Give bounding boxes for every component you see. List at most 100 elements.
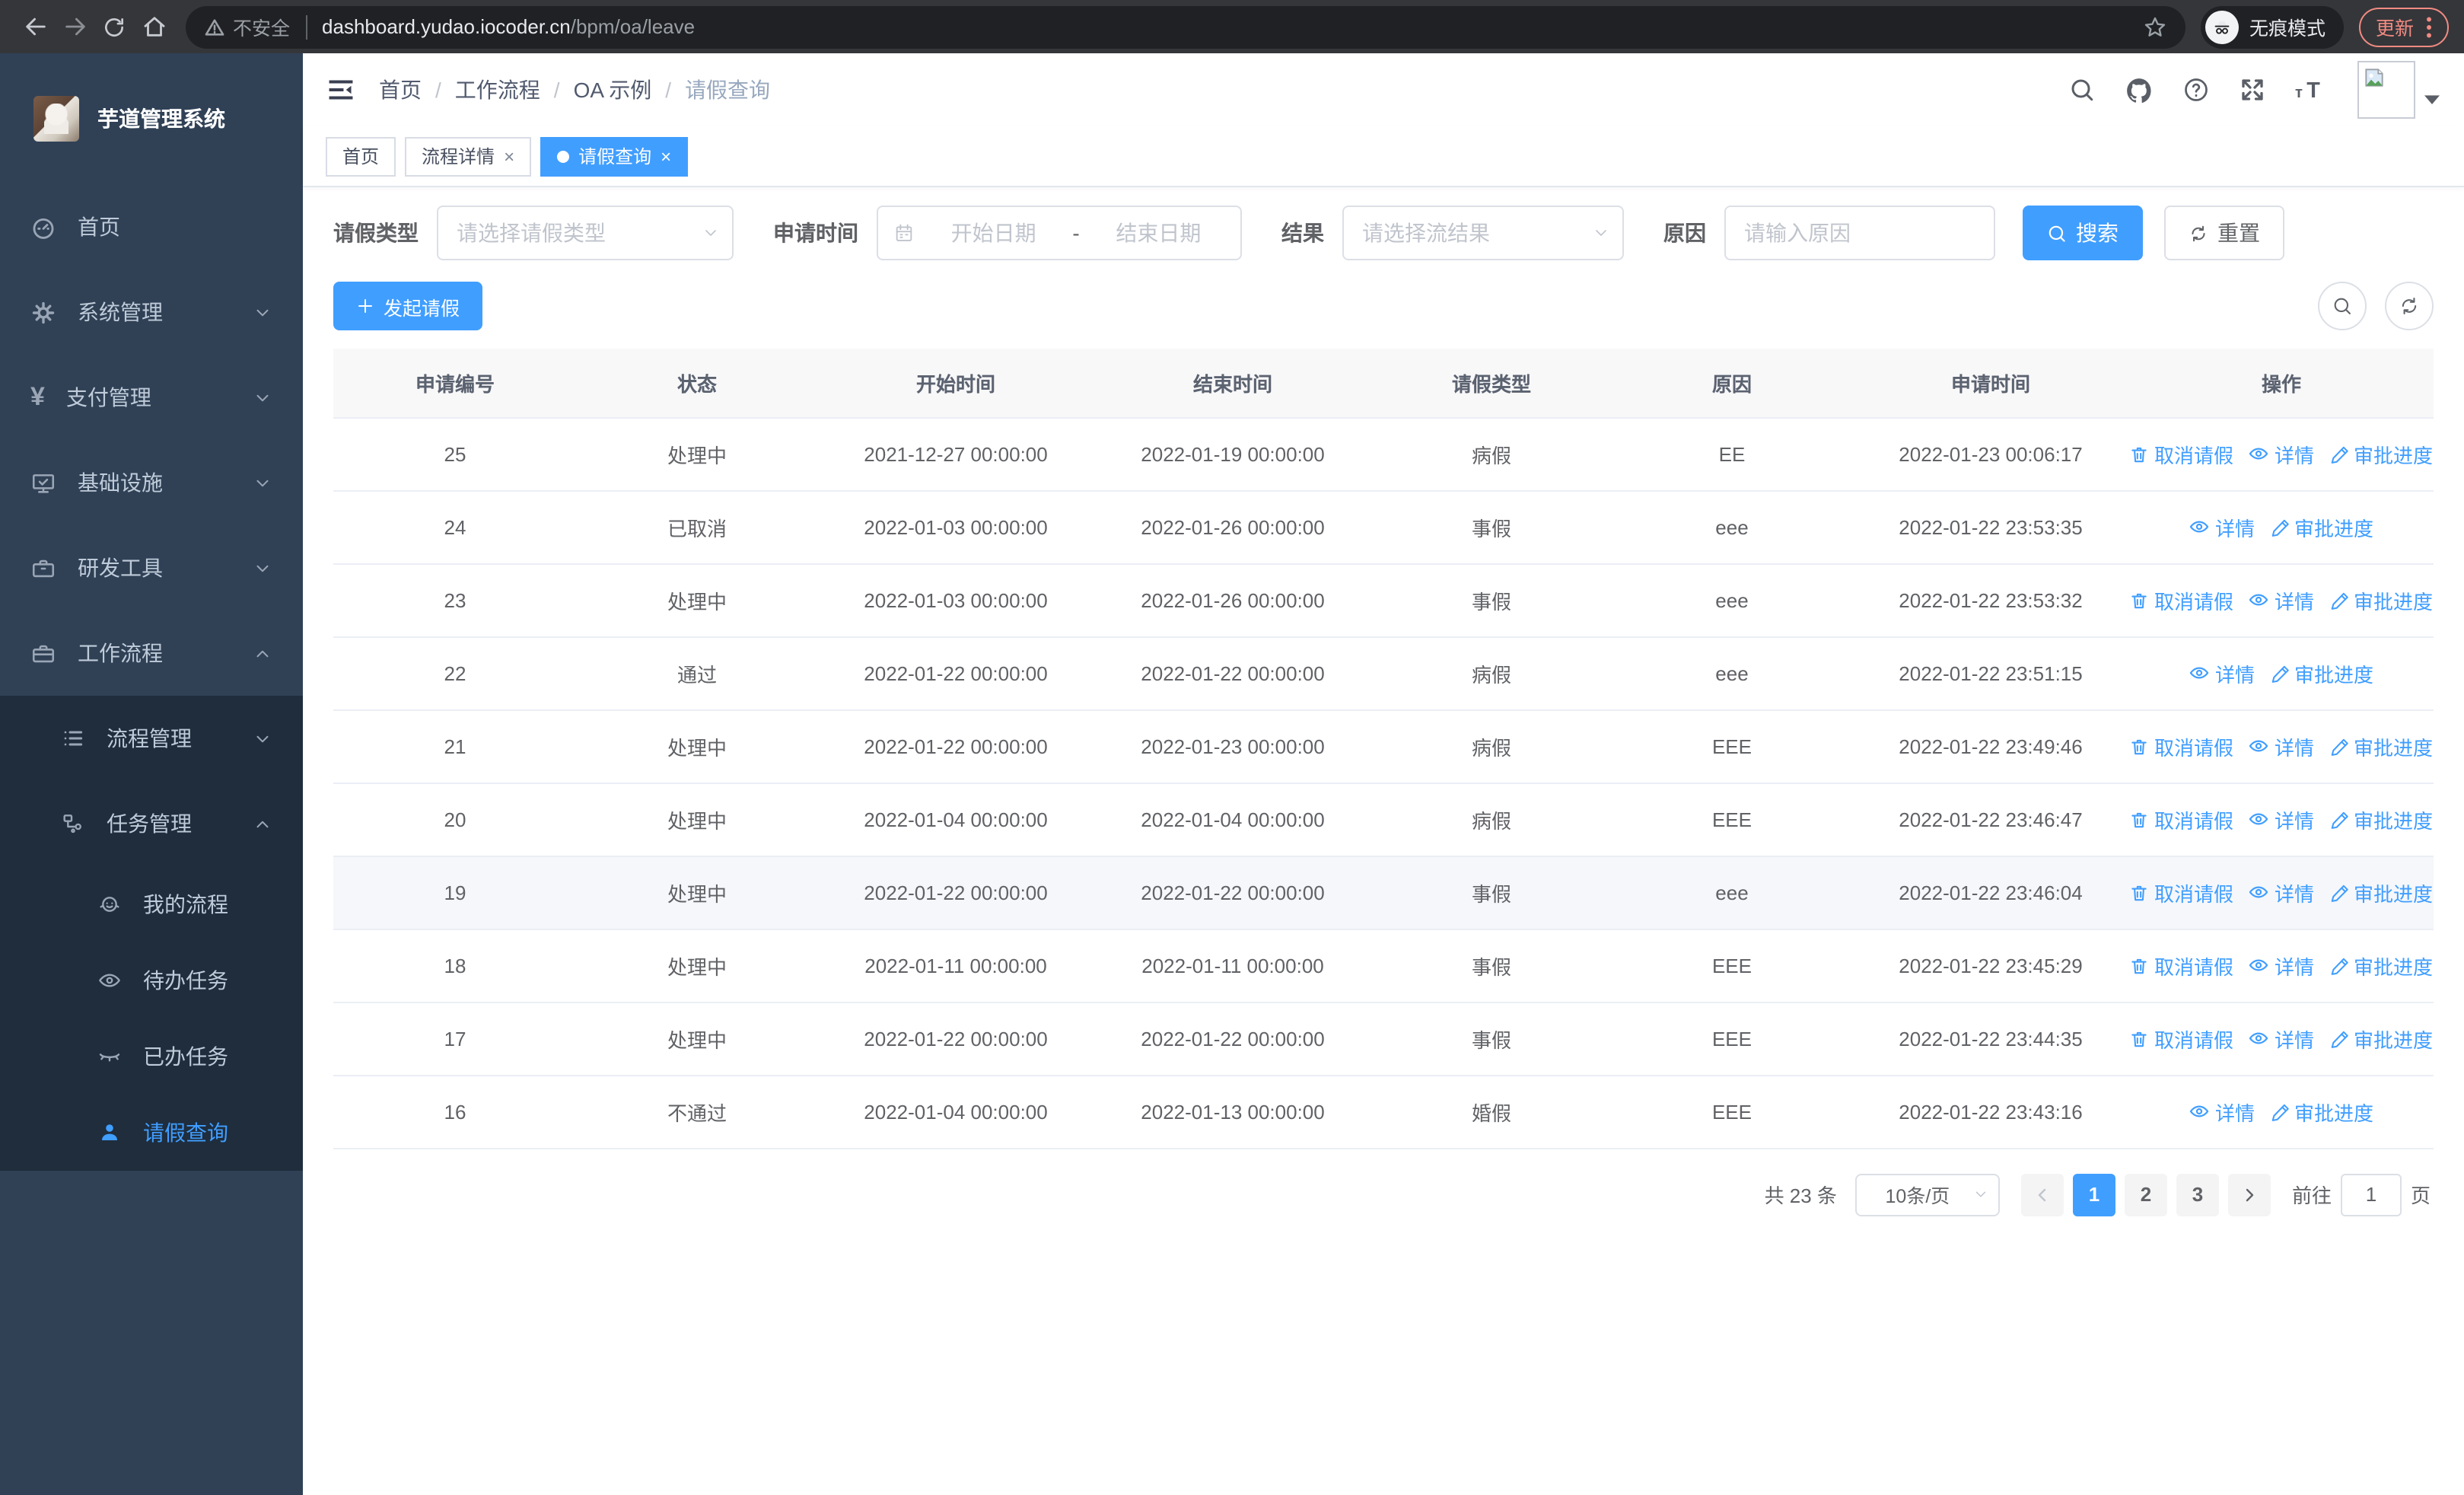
breadcrumb-oa[interactable]: OA 示例 [573, 78, 652, 102]
detail-link[interactable]: 详情 [2189, 1097, 2255, 1126]
cancel-leave-link[interactable]: 取消请假 [2130, 439, 2233, 468]
cell-end: 2022-01-22 00:00:00 [1094, 636, 1371, 710]
goto-prefix: 前往 [2291, 1184, 2332, 1207]
detail-link[interactable]: 详情 [2249, 585, 2314, 614]
cancel-leave-link[interactable]: 取消请假 [2130, 951, 2233, 980]
leave-type-select[interactable]: 请选择请假类型 [437, 206, 734, 260]
sidebar-item-my-process[interactable]: 我的流程 [0, 866, 303, 942]
sidebar-item-task-mgmt[interactable]: 任务管理 [0, 781, 303, 866]
sidebar-item-system[interactable]: 系统管理 [0, 269, 303, 355]
column-header: 原因 [1612, 349, 1852, 418]
detail-link[interactable]: 详情 [2189, 658, 2255, 687]
sidebar-item-home[interactable]: 首页 [0, 184, 303, 269]
tab-leave-query[interactable]: 请假查询 × [540, 136, 689, 176]
fullscreen-icon[interactable] [2239, 76, 2266, 104]
breadcrumb-workflow[interactable]: 工作流程 [454, 78, 540, 102]
browser-menu-icon[interactable] [2426, 16, 2432, 37]
sidebar-item-todo-tasks[interactable]: 待办任务 [0, 942, 303, 1018]
sidebar-item-done-tasks[interactable]: 已办任务 [0, 1018, 303, 1095]
progress-link[interactable]: 审批进度 [2329, 878, 2433, 907]
cell-reason: eee [1612, 490, 1852, 564]
help-icon[interactable] [2182, 76, 2210, 104]
sidebar-item-workflow[interactable]: 工作流程 [0, 610, 303, 696]
cancel-leave-link[interactable]: 取消请假 [2130, 1024, 2233, 1053]
progress-link[interactable]: 审批进度 [2329, 951, 2433, 980]
create-leave-button[interactable]: 发起请假 [333, 282, 483, 330]
progress-link[interactable]: 审批进度 [2270, 1097, 2373, 1126]
toggle-search-button[interactable] [2318, 282, 2367, 330]
browser-back-button[interactable] [15, 7, 55, 46]
detail-link[interactable]: 详情 [2249, 732, 2314, 760]
bookmark-star-icon[interactable] [2143, 14, 2167, 39]
page-button-1[interactable]: 1 [2072, 1173, 2115, 1216]
app-logo-row[interactable]: 芋道管理系统 [0, 53, 303, 184]
detail-link[interactable]: 详情 [2249, 805, 2314, 834]
sidebar-item-devtools[interactable]: 研发工具 [0, 525, 303, 610]
sidebar-item-process-mgmt[interactable]: 流程管理 [0, 696, 303, 781]
tab-home[interactable]: 首页 [326, 136, 396, 176]
browser-forward-button[interactable] [55, 7, 94, 46]
cancel-leave-link[interactable]: 取消请假 [2130, 878, 2233, 907]
page-size-select[interactable]: 10条/页 [1854, 1173, 2000, 1216]
user-avatar[interactable] [2357, 61, 2440, 119]
sidebar-collapse-icon[interactable] [327, 76, 355, 104]
detail-link[interactable]: 详情 [2189, 512, 2255, 541]
refresh-table-button[interactable] [2385, 282, 2434, 330]
header-search-icon[interactable] [2068, 76, 2096, 104]
progress-link[interactable]: 审批进度 [2329, 805, 2433, 834]
cell-apply_time: 2022-01-22 23:46:04 [1852, 856, 2129, 929]
page-button-2[interactable]: 2 [2124, 1173, 2167, 1216]
progress-link[interactable]: 审批进度 [2329, 585, 2433, 614]
next-page-button[interactable] [2227, 1173, 2271, 1216]
reason-input[interactable]: 请输入原因 [1724, 206, 1995, 260]
page-button-3[interactable]: 3 [2176, 1173, 2219, 1216]
cell-apply_time: 2022-01-23 00:06:17 [1852, 417, 2129, 491]
not-secure-chip[interactable]: 不安全 [204, 12, 290, 41]
cell-start: 2021-12-27 00:00:00 [817, 417, 1094, 491]
progress-link[interactable]: 审批进度 [2329, 1024, 2433, 1053]
prev-page-button[interactable] [2020, 1173, 2064, 1216]
browser-update-button[interactable]: 更新 [2358, 7, 2449, 46]
detail-link[interactable]: 详情 [2249, 1024, 2314, 1053]
result-select[interactable]: 请选择流结果 [1342, 206, 1624, 260]
search-form: 请假类型 请选择请假类型 申请时间 开始日期 - 结束日期 [333, 206, 2434, 260]
search-icon [2049, 225, 2065, 241]
progress-link[interactable]: 审批进度 [2329, 732, 2433, 760]
table-header-row: 申请编号 状态 开始时间 结束时间 请假类型 原因 申请时间 操作 [333, 349, 2434, 418]
search-button[interactable]: 搜索 [2023, 206, 2143, 260]
goto-page-input[interactable]: 1 [2340, 1173, 2402, 1216]
detail-link[interactable]: 详情 [2249, 878, 2314, 907]
address-bar[interactable]: 不安全 dashboard.yudao.iocoder.cn/bpm/oa/le… [186, 5, 2185, 48]
reset-button[interactable]: 重置 [2164, 206, 2284, 260]
progress-link[interactable]: 审批进度 [2270, 512, 2373, 541]
github-icon[interactable] [2125, 75, 2154, 104]
close-icon[interactable]: × [661, 145, 672, 167]
sidebar-item-infra[interactable]: 基础设施 [0, 440, 303, 525]
progress-link[interactable]: 审批进度 [2329, 439, 2433, 468]
cancel-leave-link[interactable]: 取消请假 [2130, 805, 2233, 834]
cancel-leave-link[interactable]: 取消请假 [2130, 585, 2233, 614]
cell-reason: EE [1612, 417, 1852, 491]
breadcrumb-home[interactable]: 首页 [379, 78, 422, 102]
cell-start: 2022-01-22 00:00:00 [817, 1002, 1094, 1076]
table-row: 21 处理中 2022-01-22 00:00:00 2022-01-23 00:00… [333, 709, 2434, 783]
apply-time-range-picker[interactable]: 开始日期 - 结束日期 [877, 206, 1242, 260]
close-icon[interactable]: × [504, 145, 515, 167]
cancel-leave-link[interactable]: 取消请假 [2130, 732, 2233, 760]
apply-time-label: 申请时间 [773, 221, 858, 245]
sidebar-item-leave-query[interactable]: 请假查询 [0, 1095, 303, 1171]
cell-type: 病假 [1371, 636, 1612, 710]
sidebar-item-payment[interactable]: ¥ 支付管理 [0, 355, 303, 440]
update-label: 更新 [2375, 18, 2414, 40]
cell-start: 2022-01-04 00:00:00 [817, 783, 1094, 856]
detail-link[interactable]: 详情 [2249, 439, 2314, 468]
browser-home-button[interactable] [134, 7, 173, 46]
tab-process-detail[interactable]: 流程详情 × [405, 136, 532, 176]
chevron-down-icon [705, 230, 716, 236]
browser-reload-button[interactable] [94, 7, 134, 46]
face-icon [100, 897, 119, 912]
detail-link[interactable]: 详情 [2249, 951, 2314, 980]
progress-link[interactable]: 审批进度 [2270, 658, 2373, 687]
cell-end: 2022-01-04 00:00:00 [1094, 783, 1371, 856]
